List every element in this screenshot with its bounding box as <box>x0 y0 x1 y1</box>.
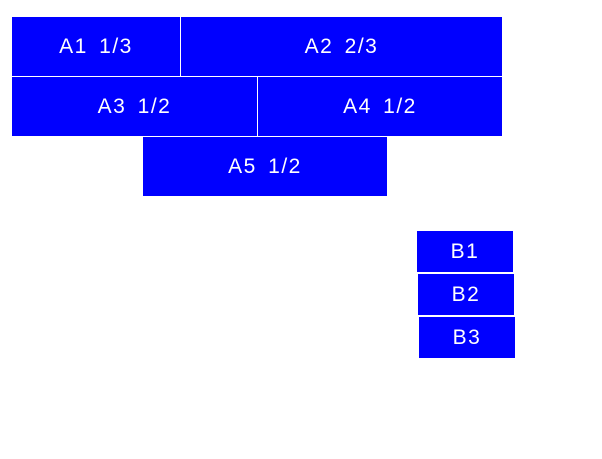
box-a5: A5 1/2 <box>143 137 387 196</box>
box-a1: A1 1/3 <box>12 17 180 76</box>
box-a4: A4 1/2 <box>258 77 502 136</box>
box-b1: B1 <box>417 231 513 272</box>
box-a2: A2 2/3 <box>181 17 502 76</box>
box-b2: B2 <box>418 274 514 315</box>
box-a3: A3 1/2 <box>12 77 257 136</box>
box-b3: B3 <box>419 317 515 358</box>
